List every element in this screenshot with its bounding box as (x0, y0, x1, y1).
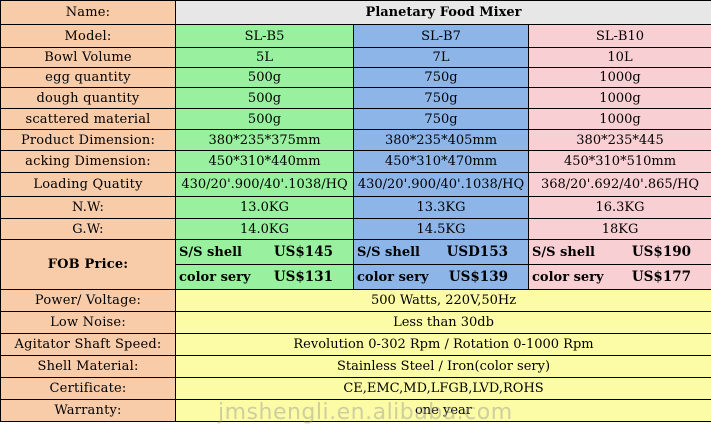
row-noise: Low Noise: Less than 30db (0, 311, 711, 334)
fob-ss-value: USD153 (446, 243, 508, 260)
row-certificate: Certificate: CE,EMC,MD,LFGB,LVD,ROHS (0, 377, 711, 400)
row-model: Model: SL-B5 SL-B7 SL-B10 (0, 24, 711, 48)
row-fob-color: color sery US$131 color sery US$139 color … (1, 264, 711, 290)
fob-color-b7: color sery US$139 (353, 264, 529, 290)
fob-label: FOB Price: (0, 239, 176, 290)
row-gw: G.W: 14.0KG 14.5KG 18KG (0, 218, 711, 240)
fob-color-label: color sery (532, 269, 604, 285)
nw-label: N.W: (0, 196, 176, 219)
egg-label: egg quantity (0, 67, 176, 88)
row-agitator: Agitator Shaft Speed: Revolution 0-302 R… (0, 333, 711, 356)
product-dim-label: Product Dimension: (0, 129, 176, 151)
fob-ss-value: US$190 (631, 243, 692, 260)
bowl-b7: 7L (353, 47, 529, 68)
shell-value: Stainless Steel / Iron(color sery) (174, 355, 711, 378)
loading-b5: 430/20'.900/40'.1038/HQ (175, 172, 354, 197)
cert-value: CE,EMC,MD,LFGB,LVD,ROHS (174, 377, 711, 400)
nw-b7: 13.3KG (353, 196, 529, 219)
fob-ss-value: US$145 (273, 243, 333, 260)
product-dim-b10: 380*235*445 (527, 129, 711, 151)
row-product-dimension: Product Dimension: 380*235*375mm 380*235… (0, 129, 711, 151)
agitator-value: Revolution 0-302 Rpm / Rotation 0-1000 R… (174, 333, 711, 356)
packing-dim-b5: 450*310*440mm (175, 150, 354, 173)
noise-value: Less than 30db (174, 311, 711, 334)
row-dough: dough quantity 500g 750g 1000g (0, 87, 711, 109)
row-fob-ss: FOB Price: S/S shell US$145 S/S shell USD1… (0, 239, 711, 290)
row-nw: N.W: 13.0KG 13.3KG 16.3KG (0, 196, 711, 219)
product-dim-b7: 380*235*405mm (353, 129, 529, 151)
shell-label: Shell Material: (0, 355, 176, 378)
scattered-label: scattered material (0, 108, 176, 130)
nw-b10: 16.3KG (527, 196, 711, 219)
dough-b7: 750g (353, 87, 529, 109)
product-dim-b5: 380*235*375mm (175, 129, 354, 151)
egg-b7: 750g (353, 67, 529, 88)
gw-b10: 18KG (527, 218, 711, 240)
noise-label: Low Noise: (0, 311, 176, 334)
fob-ss-label: S/S shell (532, 244, 595, 260)
row-egg: egg quantity 500g 750g 1000g (0, 67, 711, 88)
fob-ss-label: S/S shell (179, 244, 242, 260)
fob-color-value: US$177 (631, 268, 692, 285)
fob-ss-b10: S/S shell US$190 (527, 239, 711, 265)
gw-label: G.W: (0, 218, 176, 240)
model-label: Model: (0, 24, 176, 48)
egg-b5: 500g (175, 67, 354, 88)
spec-table: Name: Planetary Food Mixer Model: SL-B5 … (0, 0, 711, 422)
dough-b10: 1000g (527, 87, 711, 109)
gw-b7: 14.5KG (353, 218, 529, 240)
dough-label: dough quantity (0, 87, 176, 109)
fob-color-label: color sery (357, 269, 429, 285)
row-warranty: Warranty: one year (0, 399, 711, 422)
fob-color-value: US$131 (273, 268, 333, 285)
model-b10: SL-B10 (527, 24, 711, 48)
packing-dim-label: acking Dimension: (0, 150, 176, 173)
warranty-value: one year (174, 399, 711, 422)
row-bowl: Bowl Volume 5L 7L 10L (0, 47, 711, 68)
packing-dim-b10: 450*310*510mm (527, 150, 711, 173)
loading-b7: 430/20'.900/40'.1038/HQ (353, 172, 529, 197)
gw-b5: 14.0KG (175, 218, 354, 240)
loading-label: Loading Quatity (0, 172, 176, 197)
scattered-b7: 750g (353, 108, 529, 130)
cert-label: Certificate: (0, 377, 176, 400)
loading-b10: 368/20'.692/40'.865/HQ (527, 172, 711, 197)
packing-dim-b7: 450*310*470mm (353, 150, 529, 173)
row-loading: Loading Quatity 430/20'.900/40'.1038/HQ … (0, 172, 711, 197)
power-label: Power/ Voltage: (0, 289, 176, 312)
fob-color-b10: color sery US$177 (527, 264, 711, 290)
bowl-label: Bowl Volume (0, 47, 176, 68)
fob-ss-b7: S/S shell USD153 (353, 239, 529, 265)
scattered-b10: 1000g (527, 108, 711, 130)
model-b5: SL-B5 (175, 24, 354, 48)
bowl-b5: 5L (175, 47, 354, 68)
product-name: Planetary Food Mixer (174, 0, 711, 25)
row-shell: Shell Material: Stainless Steel / Iron(c… (0, 355, 711, 378)
power-value: 500 Watts, 220V,50Hz (174, 289, 711, 312)
bowl-b10: 10L (527, 47, 711, 68)
row-name: Name: Planetary Food Mixer (0, 0, 711, 25)
row-power: Power/ Voltage: 500 Watts, 220V,50Hz (0, 289, 711, 312)
fob-ss-b5: S/S shell US$145 (175, 239, 354, 265)
scattered-b5: 500g (175, 108, 354, 130)
fob-color-value: US$139 (448, 268, 508, 285)
fob-ss-label: S/S shell (357, 244, 420, 260)
fob-color-label: color sery (179, 269, 251, 285)
warranty-label: Warranty: (0, 399, 176, 422)
nw-b5: 13.0KG (175, 196, 354, 219)
row-packing-dimension: acking Dimension: 450*310*440mm 450*310*… (0, 150, 711, 173)
fob-color-b5: color sery US$131 (175, 264, 354, 290)
egg-b10: 1000g (527, 67, 711, 88)
model-b7: SL-B7 (353, 24, 529, 48)
dough-b5: 500g (175, 87, 354, 109)
row-scattered: scattered material 500g 750g 1000g (0, 108, 711, 130)
name-label: Name: (0, 0, 176, 25)
agitator-label: Agitator Shaft Speed: (0, 333, 176, 356)
